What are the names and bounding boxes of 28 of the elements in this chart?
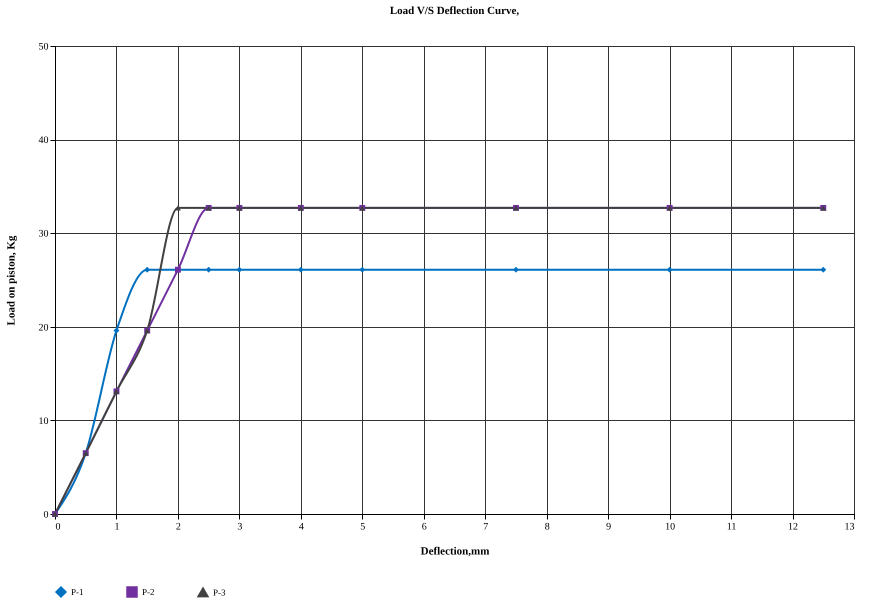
legend-label: P-3 — [213, 587, 226, 598]
x-tick-label: 1 — [114, 522, 120, 532]
x-tick-label: 0 — [56, 522, 60, 532]
x-tick-label: 5 — [360, 522, 366, 532]
y-tick-label: 10 — [38, 416, 48, 427]
x-tick-label: 7 — [483, 522, 488, 532]
chart-title: Load V/S Deflection Curve, — [390, 5, 520, 17]
y-axis-title: Load on piston, Kg — [6, 235, 18, 326]
y-tick-label: 40 — [38, 135, 48, 146]
x-tick-label: 8 — [544, 522, 550, 532]
x-tick-label: 11 — [726, 522, 736, 532]
legend-label: P-1 — [71, 587, 84, 597]
x-tick-label: 13 — [844, 522, 854, 532]
point — [513, 266, 519, 273]
x-axis-title: Deflection,mm — [420, 546, 490, 558]
x-tick-label: 6 — [422, 522, 427, 532]
point — [114, 328, 120, 334]
y-tick-label: 0 — [44, 510, 48, 520]
y-tick-label: 50 — [38, 42, 48, 52]
x-tick-label: 9 — [606, 522, 612, 532]
x-tick-label: 10 — [665, 522, 676, 532]
x-tick-label: 3 — [237, 522, 242, 532]
y-tick-label: 30 — [38, 228, 48, 240]
x-tick-label: 12 — [788, 522, 798, 532]
x-tick-label: 2 — [176, 522, 181, 532]
x-tick-label: 4 — [298, 522, 304, 532]
legend-label: P-2 — [142, 587, 155, 597]
y-tick-label: 20 — [38, 322, 48, 334]
